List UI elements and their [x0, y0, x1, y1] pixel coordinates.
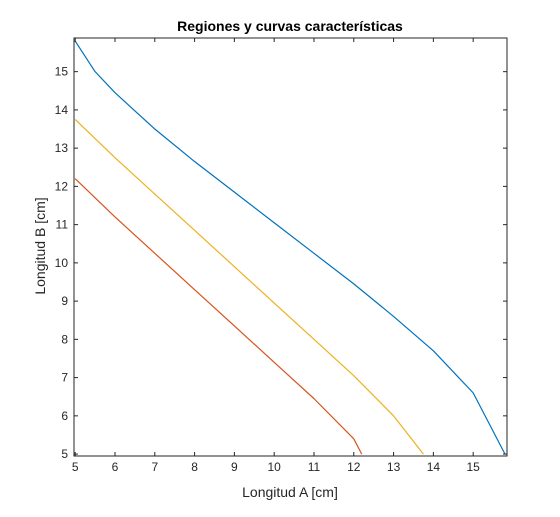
y-axis-label: Longitud B [cm] — [32, 197, 48, 294]
y-tick-label: 6 — [61, 409, 68, 423]
y-tick-label: 10 — [55, 256, 69, 270]
x-tick-label: 9 — [231, 460, 238, 474]
chart-title: Regiones y curvas características — [177, 18, 403, 34]
x-tick-label: 6 — [112, 460, 119, 474]
x-tick-label: 8 — [191, 460, 198, 474]
y-tick-label: 11 — [56, 218, 69, 232]
x-tick-label: 5 — [72, 460, 79, 474]
x-tick-label: 15 — [466, 460, 480, 474]
x-tick-label: 7 — [151, 460, 158, 474]
x-axis-label: Longitud A [cm] — [242, 484, 338, 500]
y-tick-label: 13 — [55, 141, 69, 155]
y-tick-label: 8 — [61, 332, 68, 346]
y-tick-label: 7 — [61, 371, 68, 385]
x-tick-label: 10 — [268, 460, 282, 474]
x-tick-label: 14 — [427, 460, 441, 474]
y-tick-label: 9 — [61, 294, 68, 308]
plot-area: 5 6 7 8 9 10 11 12 13 14 15 5 6 7 8 9 10 11 12 13 14 15 — [55, 38, 507, 474]
y-tick-label: 5 — [61, 447, 68, 461]
x-tick-label: 13 — [387, 460, 401, 474]
y-tick-label: 14 — [55, 103, 69, 117]
y-tick-label: 12 — [55, 179, 69, 193]
y-tick-label: 15 — [55, 65, 69, 79]
plot-frame — [74, 38, 507, 456]
x-tick-label: 11 — [308, 460, 321, 474]
x-tick-label: 12 — [347, 460, 361, 474]
